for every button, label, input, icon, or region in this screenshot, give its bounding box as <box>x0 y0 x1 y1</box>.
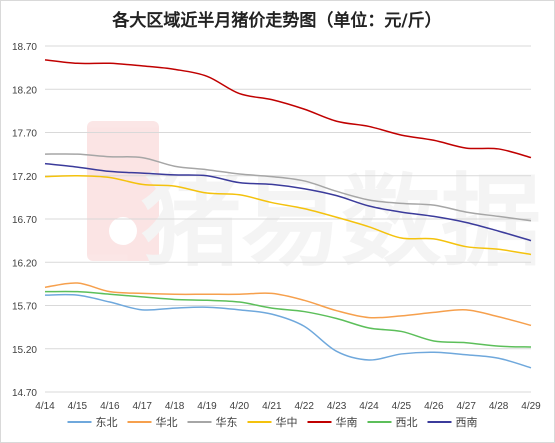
x-tick-label: 4/15 <box>68 401 88 412</box>
legend-label: 西北 <box>396 416 418 429</box>
x-tick-label: 4/21 <box>262 401 282 412</box>
y-tick-label: 15.70 <box>12 302 37 313</box>
x-tick-label: 4/20 <box>230 401 250 412</box>
y-tick-label: 14.70 <box>12 388 37 399</box>
legend-label: 西南 <box>456 416 478 429</box>
series-lines <box>44 59 532 369</box>
series-line-3 <box>44 174 532 256</box>
y-tick-label: 17.70 <box>12 129 37 140</box>
grid-lines <box>45 45 531 393</box>
y-tick-label: 16.70 <box>12 215 37 226</box>
y-tick-label: 18.20 <box>12 85 37 96</box>
legend: 东北 华北 华东 华中 华南 西北 西南 <box>67 415 478 429</box>
y-tick-label: 18.70 <box>12 42 37 53</box>
legend-label: 华中 <box>276 415 298 429</box>
x-tick-label: 4/28 <box>489 401 509 412</box>
x-tick-label: 4/17 <box>132 401 152 412</box>
x-tick-label: 4/25 <box>392 401 412 412</box>
legend-label: 华南 <box>336 415 358 429</box>
series-line-0 <box>44 293 532 369</box>
y-axis: 18.70 18.20 17.70 17.20 16.70 16.20 15.70 15.20… <box>12 42 37 399</box>
x-tick-label: 4/26 <box>424 401 444 412</box>
series-line-4 <box>44 59 532 159</box>
x-tick-label: 4/19 <box>197 401 217 412</box>
y-tick-label: 16.20 <box>12 258 37 269</box>
watermark-logo-dot <box>109 217 137 245</box>
x-tick-label: 4/22 <box>294 401 314 412</box>
legend-label: 华北 <box>156 415 178 429</box>
x-tick-label: 4/23 <box>327 401 347 412</box>
chart-title: 各大区域近半月猪价走势图（单位：元/斤） <box>111 10 441 31</box>
watermark: 猪易数据 <box>87 121 541 280</box>
x-axis: 4/14 4/15 4/16 4/17 4/18 4/19 4/20 4/21 4/22 4/23… <box>35 401 541 412</box>
x-tick-label: 4/18 <box>165 401 185 412</box>
series-line-2 <box>44 153 532 222</box>
x-tick-label: 4/16 <box>100 401 120 412</box>
legend-label: 华东 <box>216 415 238 429</box>
series-line-1 <box>44 282 532 327</box>
y-tick-label: 15.20 <box>12 345 37 356</box>
x-tick-label: 4/29 <box>521 401 541 412</box>
x-tick-label: 4/27 <box>456 401 476 412</box>
series-line-5 <box>44 290 532 348</box>
legend-label: 东北 <box>96 416 118 429</box>
x-tick-label: 4/14 <box>35 401 55 412</box>
y-tick-label: 17.20 <box>12 172 37 183</box>
watermark-text: 猪易数据 <box>141 163 541 280</box>
series-line-6 <box>44 162 532 242</box>
x-tick-label: 4/24 <box>359 401 379 412</box>
